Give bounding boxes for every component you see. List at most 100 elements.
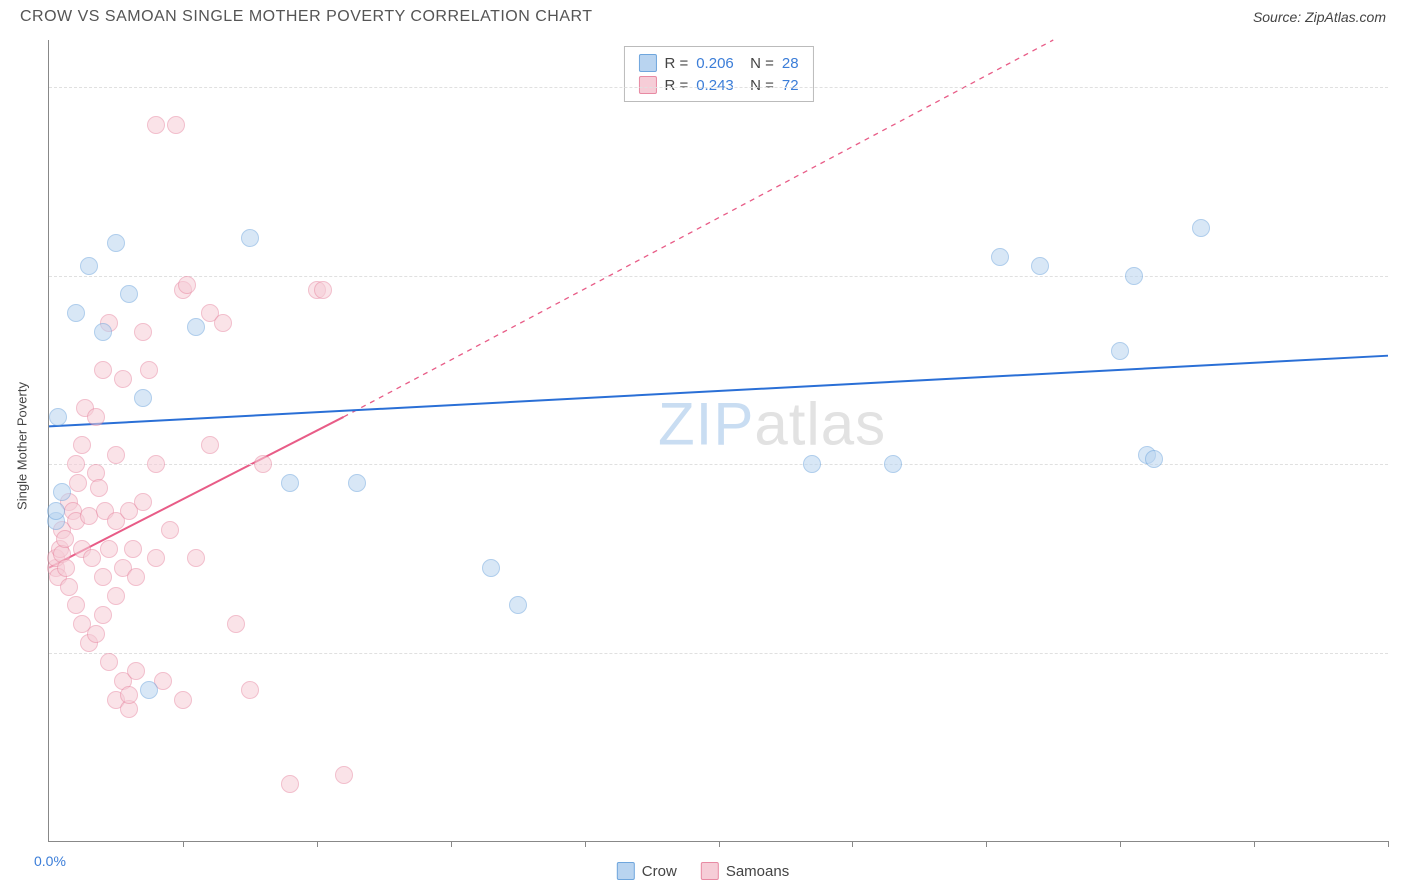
samoan-point (174, 691, 192, 709)
watermark-atlas: atlas (754, 391, 886, 458)
plot-area: ZIPatlas R = 0.206 N = 28R = 0.243 N = 7… (48, 40, 1388, 842)
samoan-point (87, 625, 105, 643)
chart-title: CROW VS SAMOAN SINGLE MOTHER POVERTY COR… (20, 8, 593, 26)
series-legend-label: Samoans (726, 863, 789, 880)
gridline (49, 87, 1388, 88)
y-tick-label: 80.0% (1393, 79, 1406, 95)
crow-point (140, 681, 158, 699)
crow-point (53, 483, 71, 501)
samoan-point (140, 361, 158, 379)
samoan-point (187, 549, 205, 567)
series-legend: Crow Samoans (617, 862, 789, 880)
gridline (49, 464, 1388, 465)
crow-point (991, 248, 1009, 266)
samoan-point (60, 578, 78, 596)
crow-point (241, 229, 259, 247)
samoan-point (227, 615, 245, 633)
samoan-point (314, 281, 332, 299)
legend-n-label: N = (742, 55, 774, 72)
trendline (49, 356, 1388, 427)
samoan-point (241, 681, 259, 699)
samoan-point (94, 606, 112, 624)
source-label: Source: ZipAtlas.com (1253, 9, 1386, 25)
series-legend-item: Crow (617, 862, 677, 880)
samoan-point (100, 653, 118, 671)
samoan-point (87, 408, 105, 426)
crow-point (49, 408, 67, 426)
samoan-point (335, 766, 353, 784)
legend-r-value: 0.243 (696, 77, 734, 94)
correlation-legend-row: R = 0.206 N = 28 (638, 52, 798, 74)
samoan-point (167, 116, 185, 134)
watermark-zip: ZIP (658, 391, 754, 458)
samoan-point (201, 436, 219, 454)
crow-point (120, 285, 138, 303)
correlation-legend-row: R = 0.243 N = 72 (638, 74, 798, 96)
samoan-point (127, 568, 145, 586)
trendlines-svg (49, 40, 1388, 841)
samoan-point (114, 370, 132, 388)
samoan-point (67, 455, 85, 473)
x-tick (986, 841, 987, 847)
y-tick-label: 60.0% (1393, 268, 1406, 284)
samoan-point (214, 314, 232, 332)
samoan-point (254, 455, 272, 473)
samoan-point (161, 521, 179, 539)
x-tick (451, 841, 452, 847)
samoan-point (281, 775, 299, 793)
gridline (49, 276, 1388, 277)
crow-point (348, 474, 366, 492)
samoan-point (73, 436, 91, 454)
x-tick (183, 841, 184, 847)
x-tick (852, 841, 853, 847)
samoan-point (100, 540, 118, 558)
gridline (49, 653, 1388, 654)
samoan-point (83, 549, 101, 567)
crow-point (803, 455, 821, 473)
samoan-point (147, 455, 165, 473)
legend-n-label: N = (742, 77, 774, 94)
legend-swatch (701, 862, 719, 880)
correlation-legend: R = 0.206 N = 28R = 0.243 N = 72 (623, 46, 813, 102)
legend-swatch (617, 862, 635, 880)
x-tick (317, 841, 318, 847)
samoan-point (94, 568, 112, 586)
crow-point (47, 502, 65, 520)
watermark: ZIPatlas (658, 390, 886, 459)
samoan-point (107, 587, 125, 605)
legend-r-value: 0.206 (696, 55, 734, 72)
legend-swatch (638, 54, 656, 72)
samoan-point (94, 361, 112, 379)
samoan-point (67, 596, 85, 614)
samoan-point (147, 549, 165, 567)
crow-point (67, 304, 85, 322)
crow-point (1031, 257, 1049, 275)
crow-point (884, 455, 902, 473)
legend-swatch (638, 76, 656, 94)
crow-point (482, 559, 500, 577)
crow-point (80, 257, 98, 275)
samoan-point (57, 559, 75, 577)
crow-point (509, 596, 527, 614)
crow-point (134, 389, 152, 407)
x-axis-min-label: 0.0% (34, 853, 66, 869)
crow-point (1192, 219, 1210, 237)
samoan-point (56, 530, 74, 548)
crow-point (1145, 450, 1163, 468)
x-tick (1120, 841, 1121, 847)
x-tick (585, 841, 586, 847)
legend-n-value: 28 (782, 55, 799, 72)
chart-container: ZIPatlas R = 0.206 N = 28R = 0.243 N = 7… (48, 40, 1388, 842)
crow-point (94, 323, 112, 341)
series-legend-label: Crow (642, 863, 677, 880)
samoan-point (134, 493, 152, 511)
crow-point (187, 318, 205, 336)
samoan-point (147, 116, 165, 134)
samoan-point (124, 540, 142, 558)
y-tick-label: 40.0% (1393, 456, 1406, 472)
y-axis-label: Single Mother Poverty (15, 382, 30, 510)
legend-r-label: R = (664, 55, 688, 72)
x-tick (1254, 841, 1255, 847)
samoan-point (69, 474, 87, 492)
samoan-point (120, 686, 138, 704)
